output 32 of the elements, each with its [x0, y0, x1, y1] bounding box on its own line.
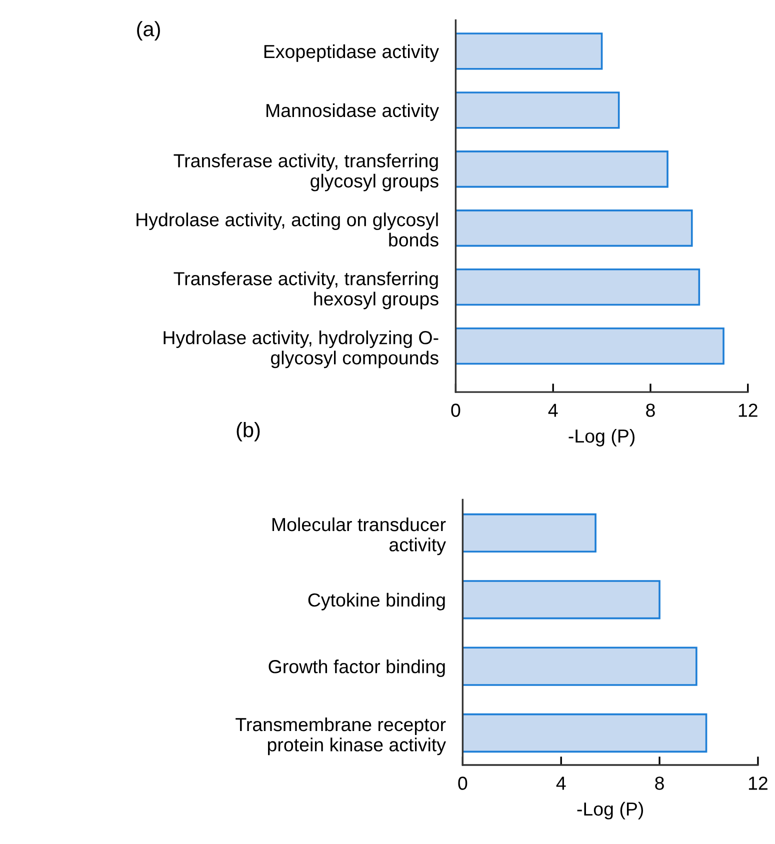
y-tick-label: Transferase activity, transferring glycosyl groups: [174, 154, 438, 192]
x-tick-label: 4: [556, 776, 566, 790]
bar: [456, 210, 693, 247]
text: (b): [236, 422, 260, 442]
x-axis-title: -Log (P): [568, 428, 634, 446]
x-tick-label: 8: [646, 404, 655, 417]
bar: [456, 268, 700, 306]
bar: [462, 580, 660, 620]
x-tick-label: 12: [748, 776, 768, 790]
y-tick-label: Transferase activity, transferring hexosyl groups: [174, 272, 438, 310]
y-tick-label: Growth factor binding: [268, 660, 445, 678]
text: (a): [137, 21, 160, 41]
x-tick-label: 8: [655, 776, 664, 790]
y-tick-label: Cytokine binding: [308, 592, 445, 610]
y-tick-label: Molecular transducer activity: [272, 517, 446, 556]
bar: [456, 150, 668, 188]
x-tick-label: 0: [451, 404, 460, 417]
bar: [456, 32, 603, 70]
bar: [456, 327, 724, 365]
bar: [462, 713, 708, 753]
x-tick-label: 12: [738, 404, 758, 417]
y-tick-label: Hydrolase activity, hydrolyzing O- glycosyl compounds: [164, 330, 438, 368]
x-tick-label: 4: [548, 404, 558, 417]
y-tick-label: Hydrolase activity, acting on glycosyl bonds: [136, 212, 438, 247]
bar: [456, 92, 620, 129]
y-tick-label: Transmembrane receptor protein kinase activity: [236, 717, 446, 756]
bar: [462, 646, 698, 686]
y-tick-label: Exopeptidase activity: [264, 44, 440, 62]
x-tick-label: 0: [458, 776, 468, 790]
x-axis-title: -Log (P): [577, 802, 644, 820]
y-tick-label: Mannosidase activity: [266, 103, 440, 121]
bar: [462, 513, 596, 553]
